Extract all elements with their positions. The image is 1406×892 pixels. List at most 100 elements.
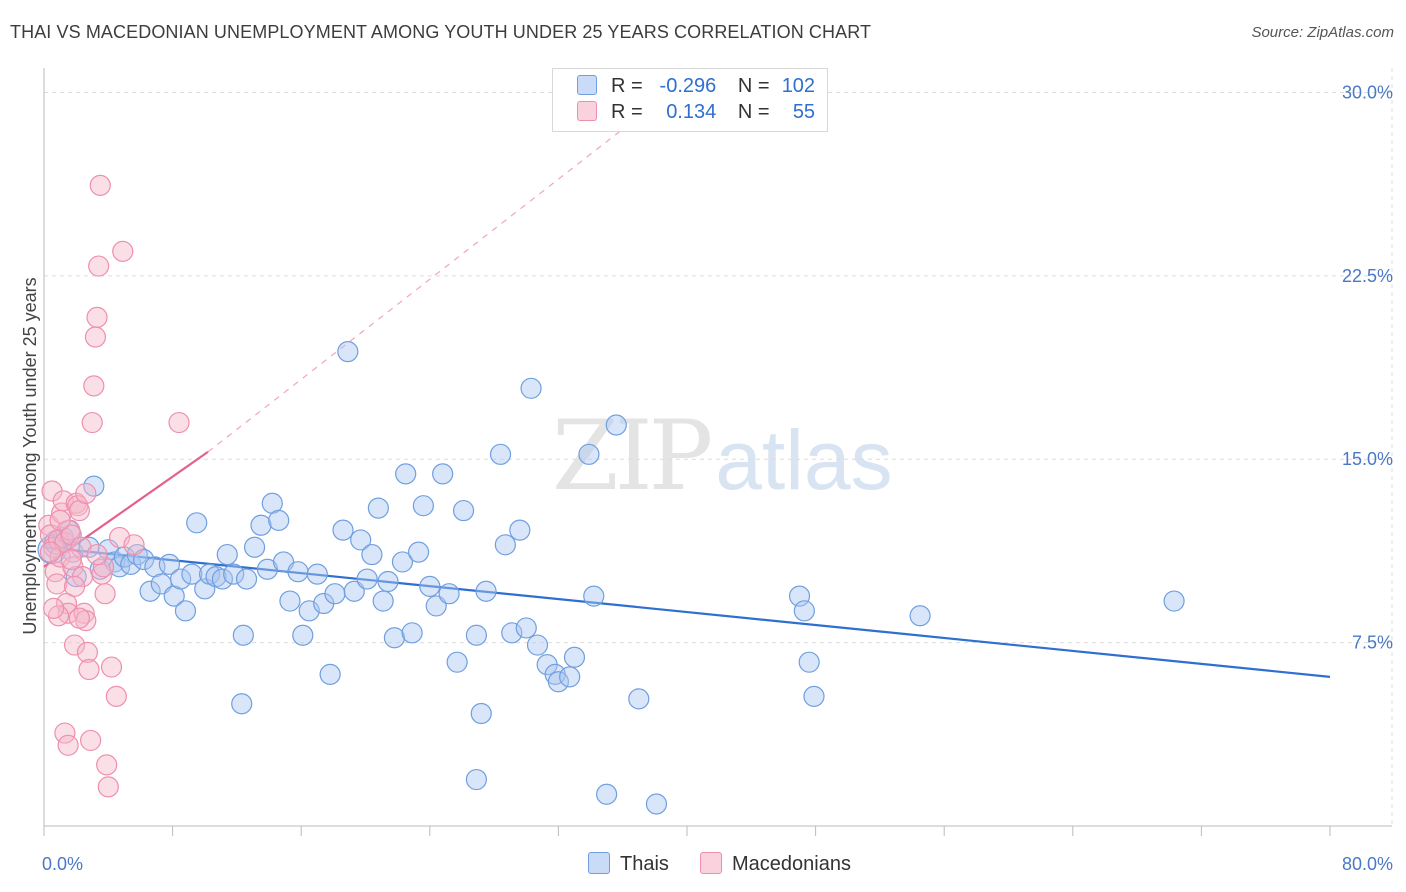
thais-trend-line (43, 546, 1331, 678)
thais-point-23 (181, 563, 203, 585)
thais-point-50 (343, 580, 365, 602)
thais-point-89 (628, 688, 650, 710)
thais-point-42 (292, 624, 314, 646)
thais-point-58 (391, 551, 414, 573)
macedonians-point-24 (76, 641, 99, 663)
macedonians-point-54 (63, 575, 86, 597)
thais-point-87 (596, 783, 618, 805)
series-legend: Thais Macedonians (0, 852, 1406, 878)
thais-point-65 (432, 463, 454, 485)
thais-point-77 (515, 617, 537, 639)
macedonians-point-52 (75, 482, 97, 505)
macedonians-point-5 (46, 573, 68, 595)
trend-lines (43, 128, 1331, 678)
watermark-atlas: atlas (715, 413, 893, 507)
macedonians-point-16 (63, 634, 86, 656)
thais-point-15 (133, 548, 155, 571)
thais-point-76 (509, 519, 531, 541)
legend-label-macedonians: Macedonians (732, 853, 851, 875)
macedonians-point-38 (100, 656, 123, 678)
thais-point-48 (332, 519, 354, 541)
legend-label-thais: Thais (620, 853, 669, 875)
data-points (37, 174, 1185, 815)
macedonians-point-28 (83, 375, 105, 397)
macedonians-point-34 (92, 556, 115, 578)
legend-r-value: 0.134 (666, 101, 717, 123)
thais-point-96 (1163, 590, 1185, 612)
thais-point-66 (438, 583, 460, 605)
macedonians-point-48 (43, 597, 65, 619)
thais-point-16 (139, 580, 161, 602)
thais-point-84 (563, 646, 586, 668)
legend-item-thais[interactable]: Thais (588, 852, 669, 876)
macedonians-point-49 (49, 509, 71, 531)
y-tick-label-0: 7.5% (1352, 633, 1393, 653)
legend-n-label: N = (737, 75, 770, 97)
macedonians-point-51 (39, 541, 62, 563)
thais-point-46 (319, 663, 341, 686)
thais-point-95 (909, 605, 931, 627)
thais-point-79 (526, 634, 549, 656)
macedonians-point-50 (60, 548, 82, 571)
thais-point-74 (494, 534, 516, 556)
thais-point-62 (412, 495, 434, 517)
thais-point-55 (372, 590, 394, 612)
thais-point-7 (83, 475, 105, 497)
macedonians-point-46 (57, 734, 79, 756)
thais-point-90 (645, 793, 668, 815)
thais-point-93 (798, 651, 820, 673)
thais-point-64 (425, 595, 447, 617)
thais-point-92 (793, 600, 815, 622)
thais-point-49 (337, 341, 359, 363)
x-tick-label-0: 0.0% (42, 854, 83, 874)
y-axis-label: Unemployment Among Youth under 25 years (20, 277, 40, 634)
thais-point-52 (356, 568, 378, 590)
legend-n-value: 102 (781, 75, 816, 97)
thais-point-31 (231, 693, 253, 715)
legend-r-label: R = (611, 75, 643, 97)
thais-point-51 (350, 529, 372, 551)
thais-point-85 (578, 443, 600, 465)
legend-swatch-macedonians (700, 852, 722, 874)
thais-point-53 (361, 543, 383, 566)
x-tick-label-1: 80.0% (1342, 854, 1393, 874)
thais-point-22 (174, 600, 197, 622)
thais-point-71 (465, 768, 488, 791)
thais-point-28 (211, 568, 234, 590)
axes (43, 68, 1392, 836)
thais-point-57 (383, 627, 406, 649)
thais-point-24 (186, 512, 208, 534)
legend-item-macedonians[interactable]: Macedonians (700, 852, 851, 876)
macedonians-point-25 (78, 658, 100, 681)
thais-point-73 (489, 443, 512, 465)
y-tick-label-2: 22.5% (1342, 266, 1393, 286)
thais-point-29 (216, 543, 238, 566)
macedonians-trend-extension (207, 128, 624, 453)
macedonians-point-42 (123, 534, 145, 556)
macedonians-point-30 (86, 306, 108, 329)
thais-point-40 (279, 590, 301, 612)
chart-title: THAI VS MACEDONIAN UNEMPLOYMENT AMONG YO… (10, 22, 872, 42)
thais-point-70 (470, 702, 492, 725)
thais-point-56 (377, 570, 399, 593)
macedonians-point-31 (88, 255, 110, 277)
macedonians-point-37 (97, 776, 119, 798)
thais-point-32 (232, 624, 254, 646)
legend-swatch-thais (577, 75, 597, 95)
tick-labels: 7.5% 15.0% 22.5% 30.0% 0.0% 80.0% (42, 82, 1393, 874)
thais-point-19 (158, 553, 180, 575)
thais-point-69 (465, 624, 488, 646)
macedonians-point-29 (84, 326, 107, 348)
thais-point-33 (235, 568, 258, 590)
legend-r-value: -0.296 (659, 75, 717, 97)
thais-point-68 (452, 499, 475, 522)
thais-point-39 (272, 551, 295, 573)
thais-point-72 (475, 580, 497, 602)
thais-point-83 (559, 666, 581, 688)
thais-point-82 (547, 671, 570, 693)
thais-point-63 (419, 575, 441, 597)
thais-point-21 (170, 568, 192, 590)
thais-point-88 (605, 414, 627, 436)
thais-point-47 (324, 583, 346, 605)
